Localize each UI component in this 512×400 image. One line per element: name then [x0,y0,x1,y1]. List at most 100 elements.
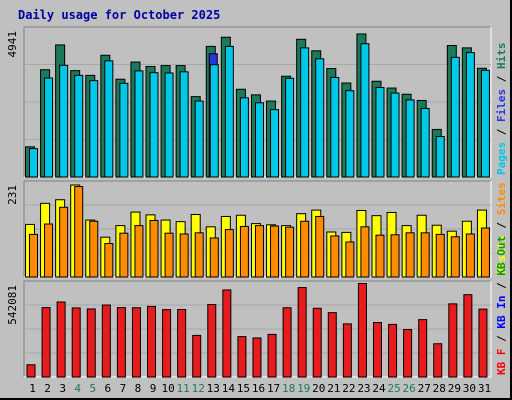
pages-bar [375,86,385,178]
middle-legend-separator: / [495,215,508,235]
kb-bar [463,294,473,378]
sites-bar [239,225,249,278]
pages-bar [315,58,325,178]
middle-legend: Visits / Sites [495,182,508,275]
pages-bar [89,80,99,178]
x-tick-label: 3 [59,382,66,395]
x-tick-label: 21 [327,382,340,395]
x-tick-label: 11 [177,382,190,395]
top-legend-separator: / [495,69,508,89]
sites-bar [179,233,189,278]
sites-bar [104,243,114,278]
kb-bar [478,308,488,378]
x-tick-label: 12 [192,382,205,395]
kb-bar [342,323,352,378]
sites-bar [270,225,280,278]
x-tick-label: 5 [89,382,96,395]
x-tick-label: 29 [448,382,461,395]
middle-legend-item: Visits [495,235,508,275]
bottom-legend-item: KB Out [495,236,508,276]
top-legend-separator: / [495,122,508,142]
sites-bar [74,186,84,278]
sites-bar [450,236,460,278]
middle-max-label: 231 [6,185,19,205]
x-tick-label: 30 [463,382,476,395]
top-max-label: 4941 [6,31,19,58]
sites-bar [224,229,234,278]
pages-bar [44,77,54,178]
pages-bar [254,102,264,178]
kb-bar [86,308,96,378]
pages-bar [104,60,114,178]
sites-bar [89,220,99,278]
sites-bar [405,232,415,278]
kb-bar [357,282,367,378]
x-tick-label: 7 [120,382,127,395]
pages-bar [270,109,280,178]
sites-bar [254,225,264,278]
pages-bar [74,74,84,178]
kb-bar [192,334,202,378]
top-legend-item: Pages [495,142,508,175]
kb-bar [237,336,247,378]
kb-bar [327,312,337,378]
x-tick-label: 6 [105,382,112,395]
pages-bar [405,99,415,178]
kb-bar [101,304,111,378]
x-tick-label: 31 [478,382,491,395]
sites-bar [345,241,355,278]
bottom-max-label: 542081 [6,285,19,325]
sites-bar [360,226,370,278]
kb-bar [418,319,428,378]
kb-bar [388,323,398,378]
pages-bar [149,72,159,178]
x-tick-label: 9 [150,382,157,395]
kb-bar [222,289,232,378]
x-tick-label: 18 [282,382,295,395]
sites-bar [29,233,38,278]
kb-bar [448,303,458,378]
x-tick-label: 26 [403,382,416,395]
sites-bar [435,233,445,278]
sites-bar [149,219,159,278]
pages-bar [239,97,249,178]
top-legend: Pages / Files / Hits [495,43,508,176]
kb-bar [147,305,157,378]
pages-bar [465,52,475,178]
bottom-legend-separator: / [495,329,508,349]
sites-bar [480,227,490,278]
sites-bar [315,215,325,278]
pages-bar [164,72,174,178]
kb-bar [71,307,81,378]
pages-bar [480,69,490,178]
middle-legend-item: Sites [495,182,508,215]
top-legend-item: Hits [495,43,508,70]
x-tick-label: 16 [252,382,265,395]
kb-bar [131,307,141,378]
kb-bar [312,307,322,378]
x-tick-label: 15 [237,382,250,395]
x-tick-label: 24 [372,382,386,395]
sites-bar [375,234,385,278]
kb-bar [56,301,66,378]
x-tick-label: 19 [297,382,310,395]
sites-bar [420,232,430,278]
pages-bar [224,45,234,178]
pages-bar [450,56,460,178]
sites-bar [59,206,69,278]
kb-bar [372,322,382,378]
kb-bar [267,333,277,378]
sites-bar [164,232,174,278]
sites-bar [285,226,295,278]
x-tick-label: 22 [342,382,355,395]
pages-bar [300,47,310,178]
pages-bar [420,107,430,178]
kb-bar [177,308,187,378]
top-legend-item: Files [495,89,508,122]
sites-bar [44,223,54,278]
kb-bar [26,364,36,378]
x-tick-label: 4 [74,382,81,395]
pages-bar [435,136,445,178]
bottom-legend: KB F / KB In / KB Out [495,236,508,375]
